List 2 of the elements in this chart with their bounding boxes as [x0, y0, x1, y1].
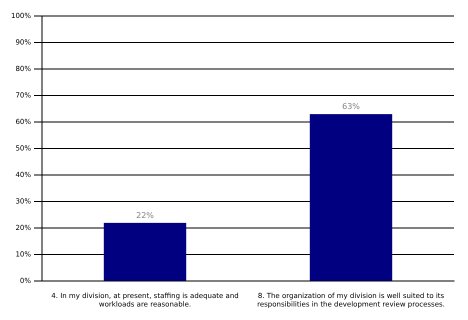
data-label: 63%: [342, 102, 360, 112]
data-label: 22%: [136, 210, 154, 220]
